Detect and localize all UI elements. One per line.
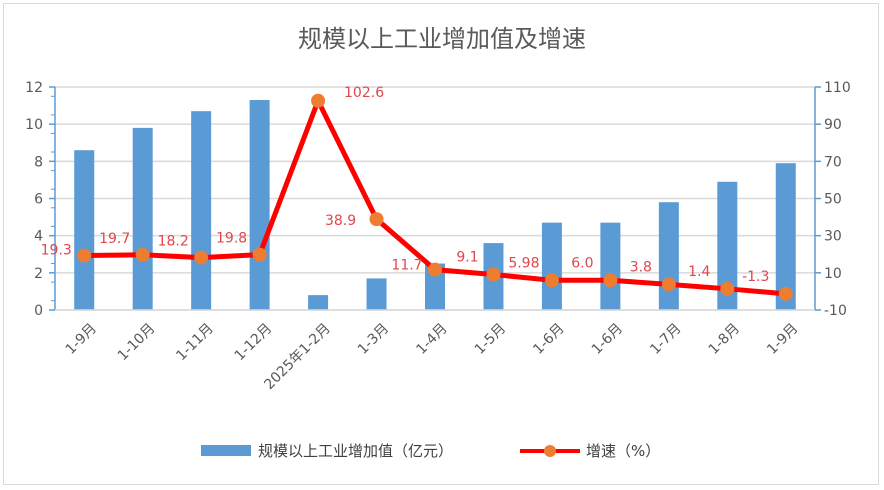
x-tick-label: 1-6月 bbox=[530, 320, 567, 357]
growth-data-label: -1.3 bbox=[742, 269, 769, 285]
growth-data-label: 6.0 bbox=[571, 255, 593, 271]
bar bbox=[366, 278, 387, 310]
x-tick-label: 1-5月 bbox=[472, 320, 509, 357]
growth-data-label: 19.8 bbox=[216, 231, 247, 247]
y-left-tick-label: 4 bbox=[34, 229, 43, 245]
y-right-tick-label: 50 bbox=[824, 192, 842, 208]
growth-data-label: 19.7 bbox=[99, 231, 130, 247]
bar bbox=[600, 222, 621, 310]
growth-data-label: 9.1 bbox=[456, 250, 478, 266]
y-right-tick-label: 10 bbox=[824, 266, 842, 282]
x-tick-label: 1-3月 bbox=[355, 320, 392, 357]
growth-data-label: 18.2 bbox=[158, 234, 189, 250]
x-tick-label: 1-6月 bbox=[589, 320, 626, 357]
growth-data-label: 1.4 bbox=[688, 264, 710, 280]
legend-line-label: 增速（%） bbox=[586, 442, 660, 460]
bar bbox=[74, 150, 95, 310]
growth-marker bbox=[369, 212, 384, 227]
y-left-tick-label: 6 bbox=[34, 192, 43, 208]
y-left-tick-label: 12 bbox=[25, 80, 43, 96]
x-tick-label: 1-8月 bbox=[706, 320, 743, 357]
x-tick-label: 1-11月 bbox=[173, 320, 217, 364]
growth-data-label: 5.98 bbox=[508, 255, 539, 271]
growth-marker bbox=[194, 250, 209, 265]
y-right-tick-label: 70 bbox=[824, 154, 842, 170]
legend-line-marker bbox=[544, 445, 556, 457]
growth-data-label: 19.3 bbox=[41, 243, 72, 259]
growth-marker bbox=[544, 273, 559, 288]
y-right-tick-label: 110 bbox=[824, 80, 851, 96]
bar bbox=[132, 127, 153, 310]
x-tick-label: 1-9月 bbox=[764, 320, 801, 357]
x-tick-label: 1-10月 bbox=[115, 320, 159, 364]
growth-data-label: 38.9 bbox=[325, 213, 356, 229]
x-tick-label: 1-9月 bbox=[63, 320, 100, 357]
y-left-tick-label: 10 bbox=[25, 117, 43, 133]
y-right-tick-label: 90 bbox=[824, 117, 842, 133]
growth-marker bbox=[252, 247, 267, 262]
bar bbox=[308, 295, 329, 310]
bar bbox=[541, 222, 562, 310]
bar bbox=[249, 100, 270, 310]
growth-marker bbox=[428, 262, 442, 277]
bar bbox=[658, 202, 679, 310]
growth-marker bbox=[77, 248, 92, 263]
legend-bar-label: 规模以上工业增加值（亿元） bbox=[258, 442, 453, 460]
x-tick-label: 1-4月 bbox=[413, 320, 450, 357]
legend-bar-swatch bbox=[201, 445, 251, 456]
chart-frame bbox=[3, 3, 879, 485]
legend: 规模以上工业增加值（亿元） 增速（%） bbox=[201, 442, 660, 460]
growth-marker bbox=[603, 273, 618, 288]
growth-data-label: 11.7 bbox=[391, 258, 422, 274]
y-right-tick-label: -10 bbox=[824, 303, 847, 319]
growth-data-label: 3.8 bbox=[630, 259, 652, 275]
y-left-tick-label: 8 bbox=[34, 154, 43, 170]
y-left-tick-label: 0 bbox=[34, 303, 43, 319]
x-tick-label: 1-12月 bbox=[232, 320, 276, 364]
growth-marker bbox=[720, 281, 735, 296]
bar bbox=[425, 263, 445, 310]
y-left-tick-label: 2 bbox=[34, 266, 43, 282]
bar bbox=[775, 163, 796, 310]
bar bbox=[717, 181, 738, 310]
bar bbox=[191, 111, 212, 311]
chart-title: 规模以上工业增加值及增速 bbox=[298, 25, 586, 53]
x-tick-label: 1-7月 bbox=[647, 320, 684, 357]
growth-marker bbox=[311, 93, 326, 108]
y-right-tick-label: 30 bbox=[824, 229, 842, 245]
growth-marker bbox=[778, 286, 793, 301]
growth-marker bbox=[135, 247, 150, 262]
growth-marker bbox=[661, 277, 676, 292]
growth-data-label: 102.6 bbox=[344, 85, 384, 101]
growth-marker bbox=[486, 267, 501, 282]
